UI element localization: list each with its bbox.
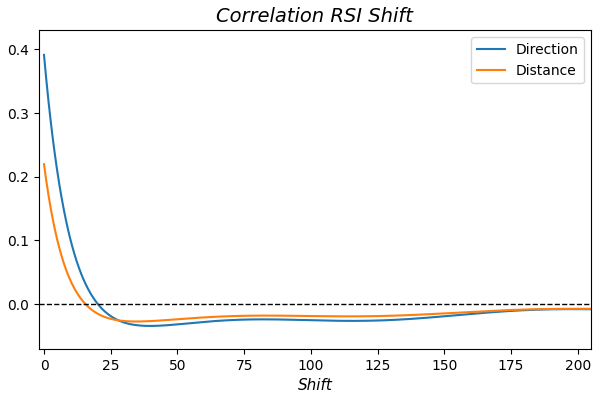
Distance (96, 312, 103, 317)
Direction (587, 307, 595, 312)
Line: Distance: Distance (44, 164, 591, 322)
X-axis label: Shift: Shift (298, 378, 332, 393)
Direction (262, 317, 269, 322)
Direction (96, 304, 103, 309)
Line: Direction: Direction (44, 55, 591, 326)
Distance (478, 309, 485, 314)
Direction (282, 317, 289, 322)
Legend: Direction, Distance: Direction, Distance (472, 37, 584, 83)
Direction (416, 316, 424, 321)
Distance (282, 313, 289, 318)
Direction (467, 312, 475, 316)
Direction (478, 311, 485, 316)
Distance (262, 313, 269, 318)
Distance (467, 310, 475, 314)
Distance (40, 162, 47, 166)
Distance (587, 306, 595, 311)
Title: Correlation RSI Shift: Correlation RSI Shift (217, 7, 413, 26)
Distance (416, 312, 424, 317)
Direction (40, 52, 47, 57)
Direction (146, 324, 154, 328)
Distance (133, 319, 140, 324)
